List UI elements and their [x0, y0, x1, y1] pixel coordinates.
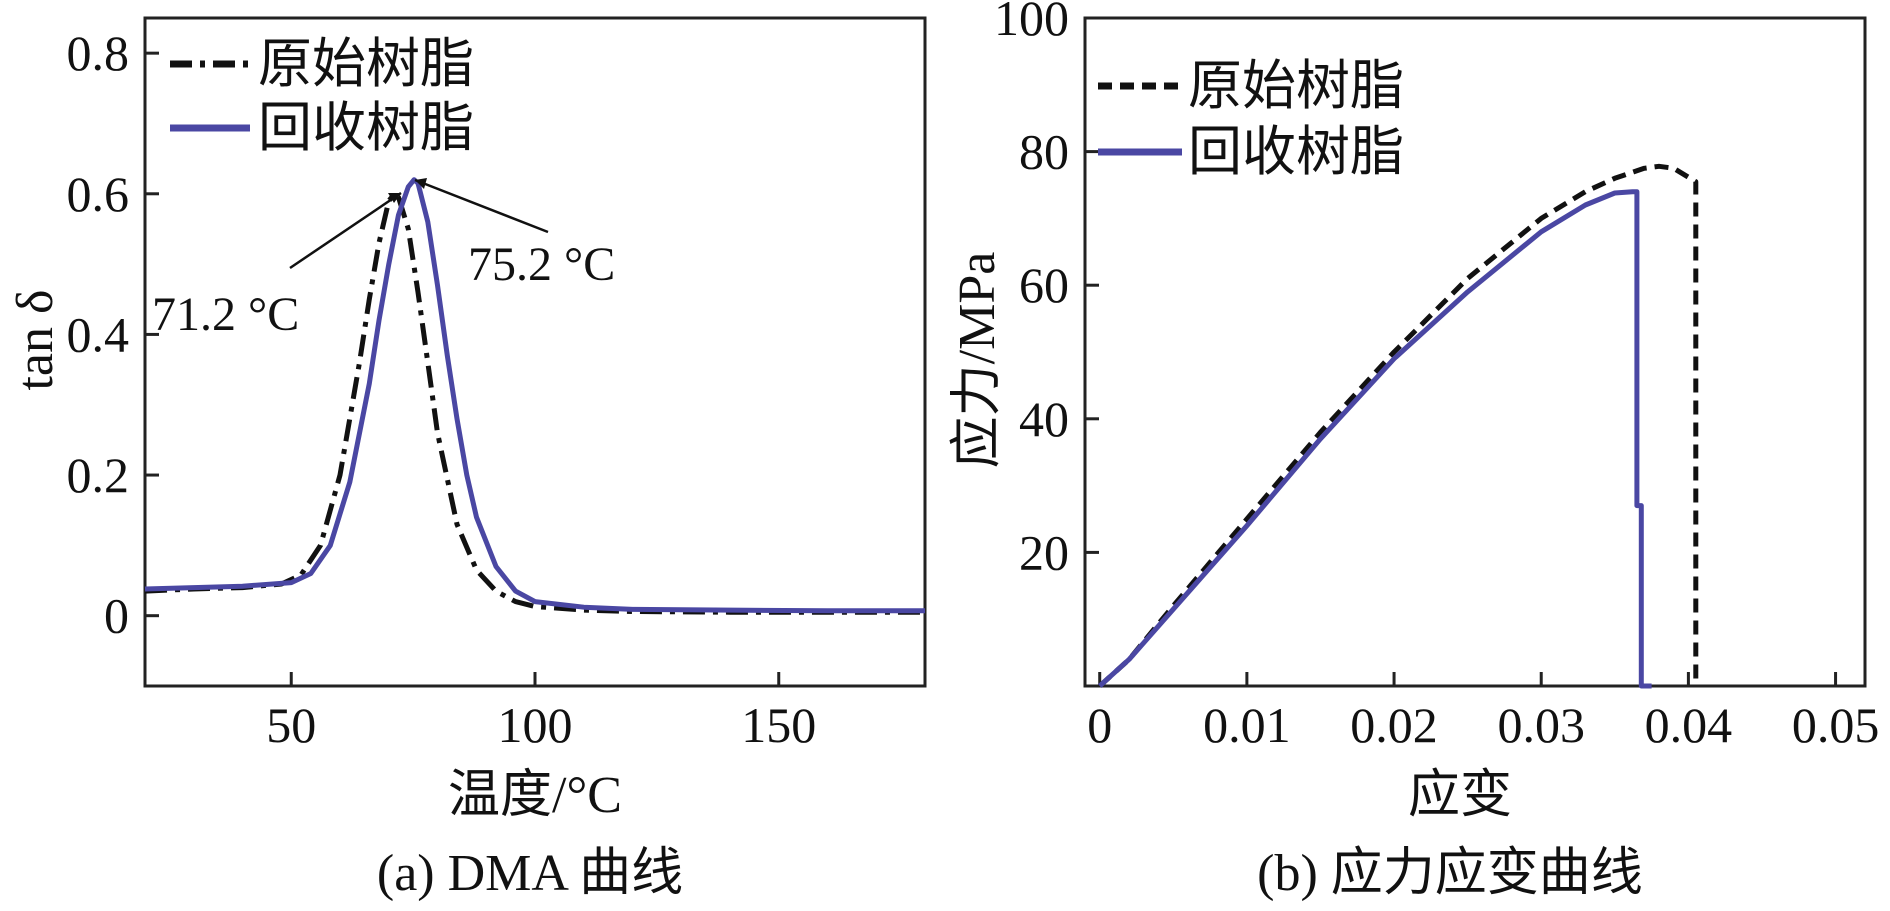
- dma-series-recycled-line: [144, 177, 925, 614]
- dma-x-tick-label: 100: [498, 697, 573, 753]
- legend-label-original-b: 原始树脂: [1188, 56, 1404, 116]
- stress-legend: 原始树脂 回收树脂: [1098, 56, 1404, 182]
- dma-y-tick-label: 0.8: [67, 25, 130, 81]
- stress-x-tick-label: 0.04: [1645, 697, 1733, 753]
- dma-y-tick-label: 0.2: [67, 447, 130, 503]
- stress-y-tick-label: 80: [1019, 124, 1069, 180]
- dma-series-group: [144, 177, 925, 615]
- stress-strain-chart-panel: 0 0.01 0.02 0.03 0.04 0.05 20 40 60 80 100 原始树脂 回…: [949, 0, 1879, 902]
- stress-series-recycled-line: [1098, 189, 1652, 689]
- dma-y-tick-label: 0.6: [67, 166, 130, 222]
- stress-x-tick-label: 0.03: [1497, 697, 1585, 753]
- dma-series-original-line: [144, 191, 925, 615]
- dma-y-axis-title-text: tan δ: [7, 289, 64, 390]
- stress-x-tick-label: 0.01: [1203, 697, 1291, 753]
- stress-series-group: [1098, 163, 1699, 689]
- stress-x-tick-label: 0.02: [1350, 697, 1438, 753]
- stress-x-tick-label: 0: [1087, 697, 1112, 753]
- stress-x-tick-label: 0.05: [1792, 697, 1880, 753]
- annotation-arrowhead-71: [388, 193, 401, 203]
- dma-chart-panel: 50 100 150 0 0.2 0.4 0.6 0.8 71.2 °C 75.2 °C 原…: [7, 16, 927, 902]
- dma-x-tick-label: 50: [266, 697, 316, 753]
- legend-label-recycled: 回收树脂: [258, 98, 474, 158]
- dma-annotations: 71.2 °C 75.2 °C: [152, 178, 615, 341]
- dma-y-ticks: 0 0.2 0.4 0.6 0.8: [67, 25, 159, 644]
- annotation-arrowhead-75: [415, 178, 427, 189]
- stress-y-tick-label: 60: [1019, 257, 1069, 313]
- stress-y-ticks: 20 40 60 80 100: [994, 0, 1099, 580]
- dma-x-axis-title: 温度/°C: [448, 767, 622, 824]
- stress-x-ticks: 0 0.01 0.02 0.03 0.04 0.05: [1087, 672, 1879, 753]
- stress-y-axis-title-text: 应力/MPa: [949, 252, 1006, 469]
- stress-y-tick-label: 20: [1019, 524, 1069, 580]
- stress-y-tick-label: 100: [994, 0, 1069, 46]
- stress-plot-frame: [1083, 16, 1867, 688]
- stress-y-tick-label: 40: [1019, 391, 1069, 447]
- dma-y-tick-label: 0: [104, 588, 129, 644]
- dma-y-axis-title: tan δ: [7, 289, 64, 390]
- dma-y-tick-label: 0.4: [67, 306, 130, 362]
- stress-x-axis-title: 应变: [1408, 767, 1512, 824]
- annotation-arrow-75: [414, 178, 549, 234]
- stress-series-original-line: [1098, 163, 1699, 688]
- legend-label-recycled-b: 回收树脂: [1188, 122, 1404, 182]
- dma-x-tick-label: 150: [741, 697, 816, 753]
- annotation-71-2: 71.2 °C: [152, 288, 299, 341]
- annotation-arrow-71: [289, 191, 402, 270]
- dma-legend: 原始树脂 回收树脂: [170, 34, 474, 158]
- stress-y-axis-title: 应力/MPa: [949, 252, 1006, 469]
- annotation-75-2: 75.2 °C: [468, 238, 615, 291]
- dma-caption: (a) DMA 曲线: [377, 845, 683, 902]
- legend-label-original: 原始树脂: [258, 34, 474, 94]
- stress-caption: (b) 应力应变曲线: [1257, 845, 1643, 902]
- dma-x-ticks: 50 100 150: [266, 672, 816, 753]
